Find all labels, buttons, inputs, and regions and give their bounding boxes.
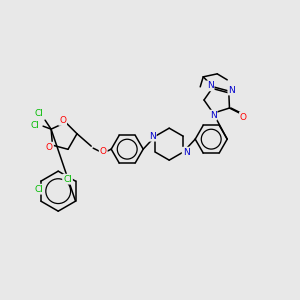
Text: Cl: Cl: [63, 175, 72, 184]
Text: N: N: [149, 132, 156, 141]
Text: O: O: [46, 143, 53, 152]
Text: N: N: [210, 111, 217, 120]
Text: N: N: [207, 81, 214, 90]
Text: N: N: [183, 148, 189, 157]
Text: O: O: [59, 116, 66, 125]
Text: Cl: Cl: [34, 185, 43, 194]
Text: Cl: Cl: [34, 109, 43, 118]
Text: N: N: [228, 85, 235, 94]
Text: O: O: [240, 112, 247, 122]
Text: Cl: Cl: [31, 121, 40, 130]
Text: O: O: [100, 147, 107, 156]
